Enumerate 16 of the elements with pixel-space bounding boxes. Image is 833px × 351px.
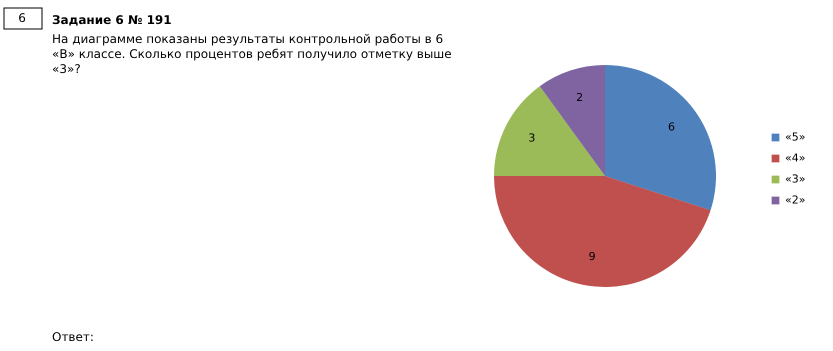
pie-slice — [494, 86, 605, 176]
text: 6 — [18, 11, 26, 25]
pie-slice — [494, 176, 711, 287]
legend-label: «4» — [785, 152, 806, 164]
text: На диаграмме показаны результаты контрольной работы в 6 «В» классе. Сколько процентов ребят получило отметку выше «3»? — [52, 32, 452, 76]
data-label: 6 — [668, 120, 675, 134]
data-label: 2 — [576, 90, 584, 104]
legend-label: «5» — [785, 130, 806, 144]
legend-label: «3» — [785, 172, 806, 186]
text: Ответ: — [52, 330, 94, 344]
legend-label: «2» — [785, 194, 806, 206]
pie-slice — [605, 65, 716, 210]
pie-slice — [540, 65, 605, 176]
data-label: 9 — [588, 250, 596, 264]
data-label: 3 — [528, 132, 536, 145]
text: Задание 6 № 191 — [52, 13, 172, 27]
